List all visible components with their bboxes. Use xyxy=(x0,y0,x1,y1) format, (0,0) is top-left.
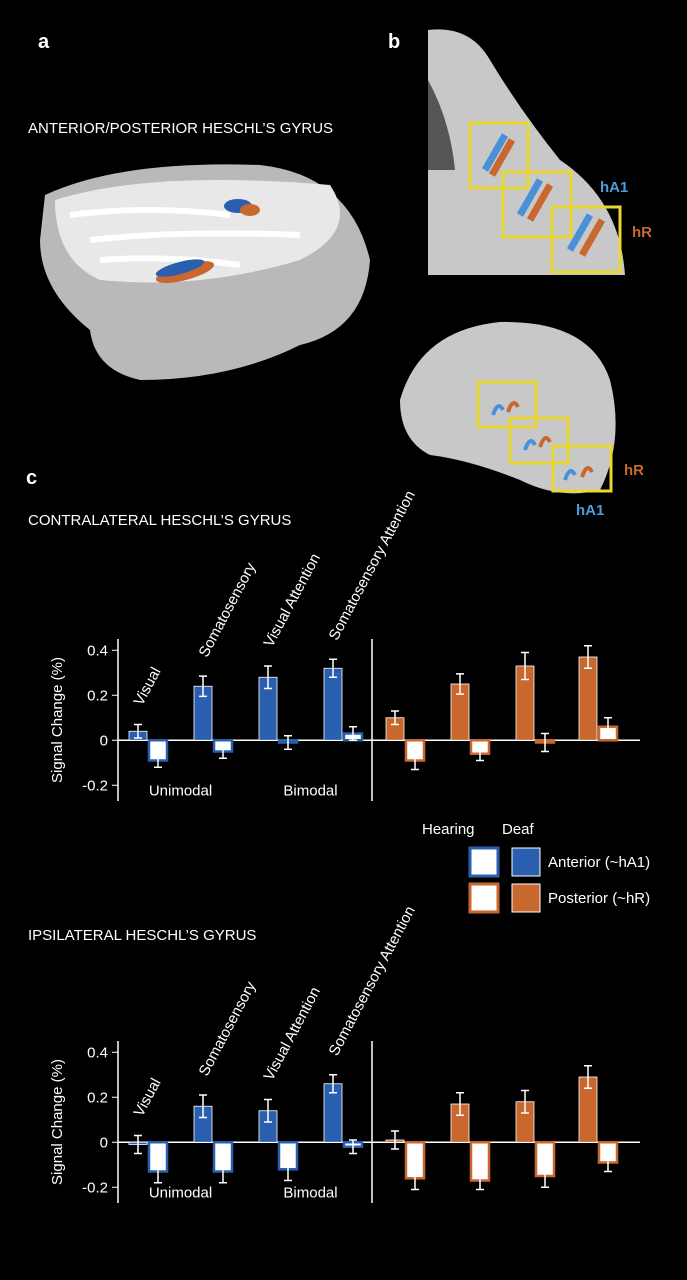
error-bar xyxy=(329,1074,337,1094)
panel-label: a xyxy=(38,31,50,53)
legend-swatch xyxy=(468,846,500,878)
error-bar xyxy=(584,1065,592,1089)
error-bar xyxy=(284,1157,292,1182)
y-tick-label: 0.2 xyxy=(87,1089,108,1106)
legend: Anterior (~hA1) Posterior (~hR) xyxy=(468,846,650,914)
group-label: Bimodal xyxy=(283,1184,337,1201)
error-bar xyxy=(456,1092,464,1116)
error-bar xyxy=(391,1130,399,1150)
error-bar xyxy=(134,1134,142,1155)
legend-swatch xyxy=(511,847,541,877)
group-label: Unimodal xyxy=(149,1184,212,1201)
group-label: Unimodal xyxy=(149,782,212,799)
region-label: hR xyxy=(632,224,652,241)
region-label: hR xyxy=(624,462,644,479)
error-bar xyxy=(541,732,549,753)
chart-title: CONTRALATERAL HESCHL’S GYRUS xyxy=(28,512,291,529)
error-bar xyxy=(411,750,419,771)
region-label: hA1 xyxy=(600,179,628,196)
error-bar xyxy=(134,723,142,739)
error-bar xyxy=(541,1164,549,1188)
error-bar xyxy=(584,645,592,669)
y-tick-label: -0.2 xyxy=(82,1179,108,1196)
legend-label: Posterior (~hR) xyxy=(548,890,650,907)
chart-title: IPSILATERAL HESCHL’S GYRUS xyxy=(28,927,256,944)
y-tick-label: 0.4 xyxy=(87,1044,108,1061)
y-tick-label: 0 xyxy=(100,1134,108,1151)
legend-label: Anterior (~hA1) xyxy=(548,854,650,871)
legend-swatch xyxy=(468,882,500,914)
legend-header: Deaf xyxy=(502,821,535,838)
error-bar xyxy=(199,675,207,698)
error-bar xyxy=(476,1170,484,1191)
error-bar xyxy=(264,1098,272,1123)
region-label: hA1 xyxy=(576,502,604,519)
error-bar xyxy=(199,1094,207,1119)
error-bar xyxy=(604,1152,612,1173)
y-tick-label: -0.2 xyxy=(82,777,108,794)
error-bar xyxy=(349,1139,357,1155)
y-tick-label: 0 xyxy=(100,732,108,749)
error-bar xyxy=(219,744,227,759)
error-bar xyxy=(219,1159,227,1184)
panel-label: c xyxy=(26,467,37,489)
bar xyxy=(578,656,598,741)
error-bar xyxy=(154,753,162,768)
legend-header: Hearing xyxy=(422,821,475,838)
error-bar xyxy=(264,665,272,690)
brain-axial xyxy=(428,29,625,275)
error-bar xyxy=(284,735,292,750)
error-bar xyxy=(521,651,529,681)
error-bar xyxy=(154,1159,162,1184)
legend-swatch xyxy=(511,883,541,913)
error-bar xyxy=(411,1166,419,1191)
bar xyxy=(323,667,343,741)
error-bar xyxy=(604,717,612,737)
error-bar xyxy=(456,673,464,695)
y-axis-label: Signal Change (%) xyxy=(49,657,66,783)
error-bar xyxy=(329,658,337,678)
panel-label: b xyxy=(388,31,400,53)
y-tick-label: 0.4 xyxy=(87,642,108,659)
y-axis-label: Signal Change (%) xyxy=(49,1059,66,1185)
error-bar xyxy=(391,710,399,726)
error-bar xyxy=(349,726,357,741)
panel-title: ANTERIOR/POSTERIOR HESCHL’S GYRUS xyxy=(28,120,333,137)
group-label: Bimodal xyxy=(283,782,337,799)
error-bar xyxy=(476,746,484,762)
brain-sagittal xyxy=(400,321,616,494)
y-tick-label: 0.2 xyxy=(87,687,108,704)
error-bar xyxy=(521,1089,529,1114)
brain-3d xyxy=(40,164,370,380)
